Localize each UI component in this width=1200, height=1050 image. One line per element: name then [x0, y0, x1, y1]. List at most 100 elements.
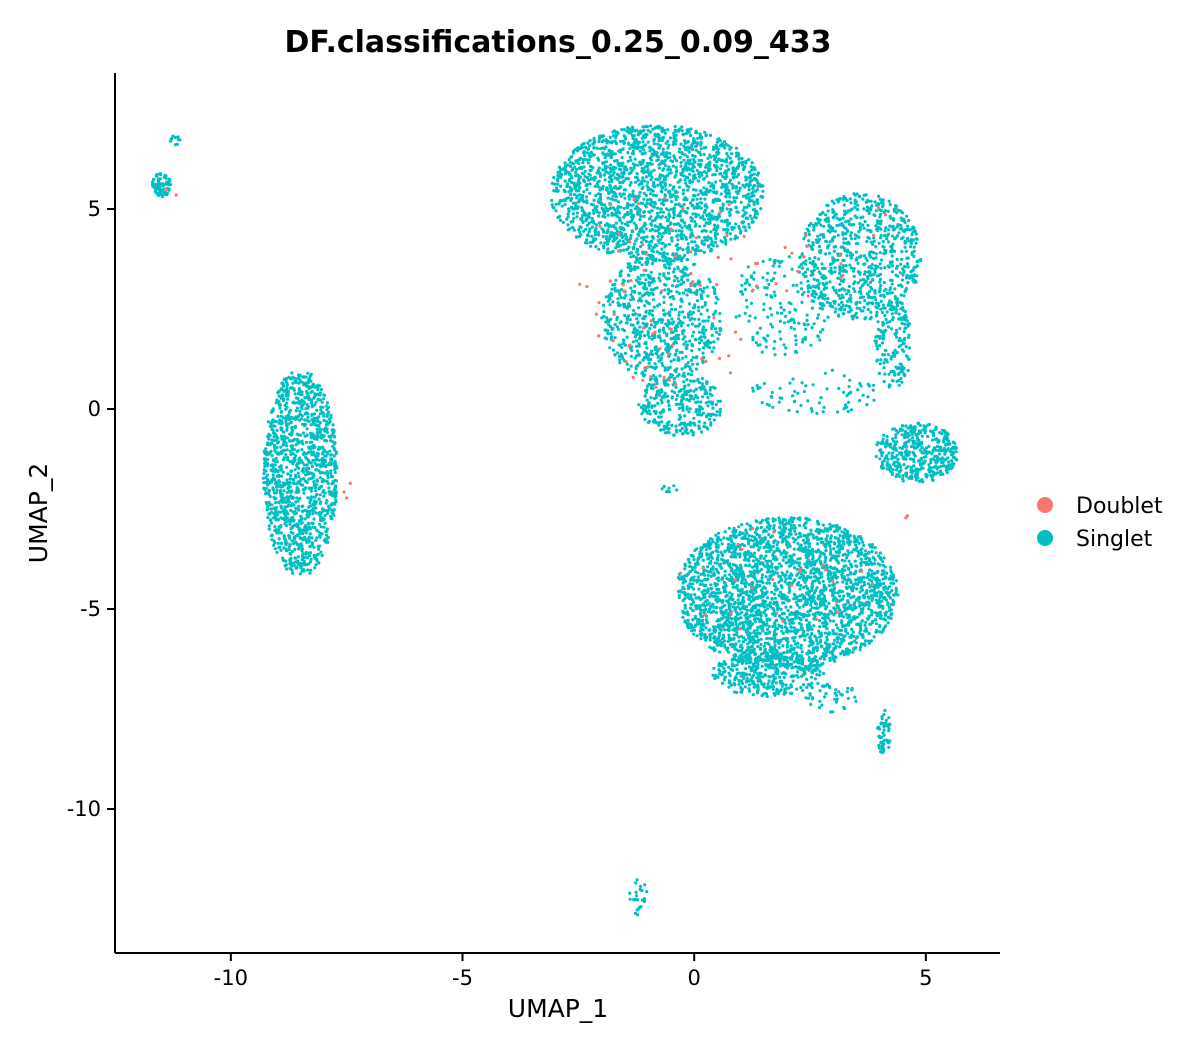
- point-singlet: [590, 220, 594, 224]
- point-singlet: [577, 199, 582, 203]
- point-singlet: [889, 355, 894, 359]
- point-singlet: [887, 240, 891, 244]
- point-singlet: [676, 265, 680, 269]
- point-singlet: [615, 172, 620, 176]
- point-singlet: [703, 130, 707, 134]
- point-singlet: [899, 216, 903, 220]
- point-singlet: [636, 313, 641, 317]
- point-singlet: [835, 529, 840, 533]
- point-singlet: [645, 235, 649, 239]
- point-singlet: [639, 405, 644, 409]
- point-singlet: [880, 454, 884, 458]
- point-singlet: [889, 442, 893, 446]
- point-singlet: [883, 348, 887, 352]
- point-singlet: [843, 237, 848, 241]
- point-singlet: [695, 290, 699, 294]
- point-singlet: [701, 346, 706, 350]
- point-singlet: [586, 161, 590, 165]
- point-singlet: [666, 128, 670, 132]
- point-singlet: [670, 284, 675, 288]
- point-singlet: [899, 363, 903, 367]
- point-singlet: [569, 189, 574, 193]
- point-singlet: [649, 277, 653, 281]
- point-singlet: [681, 132, 685, 137]
- point-singlet: [689, 219, 694, 223]
- point-singlet: [678, 214, 683, 218]
- point-singlet: [703, 335, 707, 339]
- point-singlet: [594, 244, 598, 249]
- point-singlet: [863, 270, 867, 274]
- point-singlet: [819, 233, 823, 237]
- point-singlet: [687, 399, 691, 403]
- point-singlet: [642, 273, 646, 277]
- point-singlet: [644, 299, 648, 303]
- point-singlet: [672, 136, 676, 140]
- point-singlet: [905, 224, 910, 228]
- point-singlet: [681, 328, 686, 332]
- point-singlet: [642, 409, 646, 413]
- point-singlet: [725, 231, 729, 235]
- point-singlet: [825, 387, 829, 391]
- point-singlet: [653, 404, 657, 408]
- point-singlet: [917, 429, 922, 433]
- point-singlet: [897, 461, 901, 465]
- point-singlet: [639, 244, 643, 249]
- point-singlet: [866, 228, 870, 232]
- point-singlet: [651, 255, 655, 259]
- point-singlet: [708, 607, 712, 611]
- point-singlet: [841, 295, 845, 299]
- point-singlet: [830, 304, 834, 308]
- point-singlet: [873, 268, 877, 272]
- point-singlet: [912, 280, 916, 284]
- point-singlet: [945, 471, 949, 475]
- point-singlet: [816, 334, 820, 338]
- point-singlet: [632, 340, 636, 344]
- point-singlet: [853, 289, 857, 294]
- point-singlet: [823, 297, 827, 301]
- point-singlet: [812, 322, 816, 326]
- point-singlet: [605, 251, 610, 255]
- point-singlet: [559, 184, 563, 188]
- point-singlet: [889, 357, 893, 361]
- point-singlet: [717, 157, 721, 161]
- point-singlet: [708, 133, 713, 137]
- point-singlet: [884, 456, 889, 460]
- point-singlet: [734, 190, 739, 194]
- point-singlet: [865, 292, 869, 296]
- point-singlet: [894, 436, 898, 440]
- point-singlet: [907, 335, 911, 339]
- point-singlet: [602, 246, 606, 250]
- point-singlet: [647, 311, 652, 316]
- point-singlet: [859, 278, 863, 282]
- point-singlet: [854, 250, 859, 254]
- point-singlet: [615, 325, 620, 329]
- point-singlet: [585, 238, 589, 242]
- point-singlet: [912, 245, 916, 249]
- point-singlet: [643, 287, 647, 291]
- point-singlet: [721, 159, 725, 163]
- point-singlet: [694, 388, 698, 392]
- point-singlet: [720, 219, 724, 223]
- point-singlet: [675, 348, 679, 352]
- point-singlet: [750, 191, 754, 195]
- point-singlet: [890, 379, 895, 383]
- point-singlet: [901, 479, 905, 483]
- point-singlet: [737, 161, 741, 165]
- point-singlet: [713, 240, 718, 245]
- point-singlet: [649, 124, 653, 128]
- point-singlet: [877, 202, 881, 206]
- point-singlet: [904, 249, 908, 253]
- point-singlet: [719, 327, 723, 331]
- point-singlet: [729, 208, 733, 212]
- point-singlet: [737, 314, 741, 318]
- point-singlet: [901, 305, 905, 310]
- point-singlet: [765, 596, 770, 600]
- point-singlet: [820, 307, 825, 311]
- point-singlet: [816, 241, 820, 245]
- point-singlet: [587, 221, 591, 225]
- point-singlet: [668, 155, 672, 159]
- point-singlet: [884, 287, 888, 291]
- point-singlet: [895, 440, 899, 444]
- point-singlet: [862, 543, 866, 548]
- point-singlet: [648, 326, 652, 331]
